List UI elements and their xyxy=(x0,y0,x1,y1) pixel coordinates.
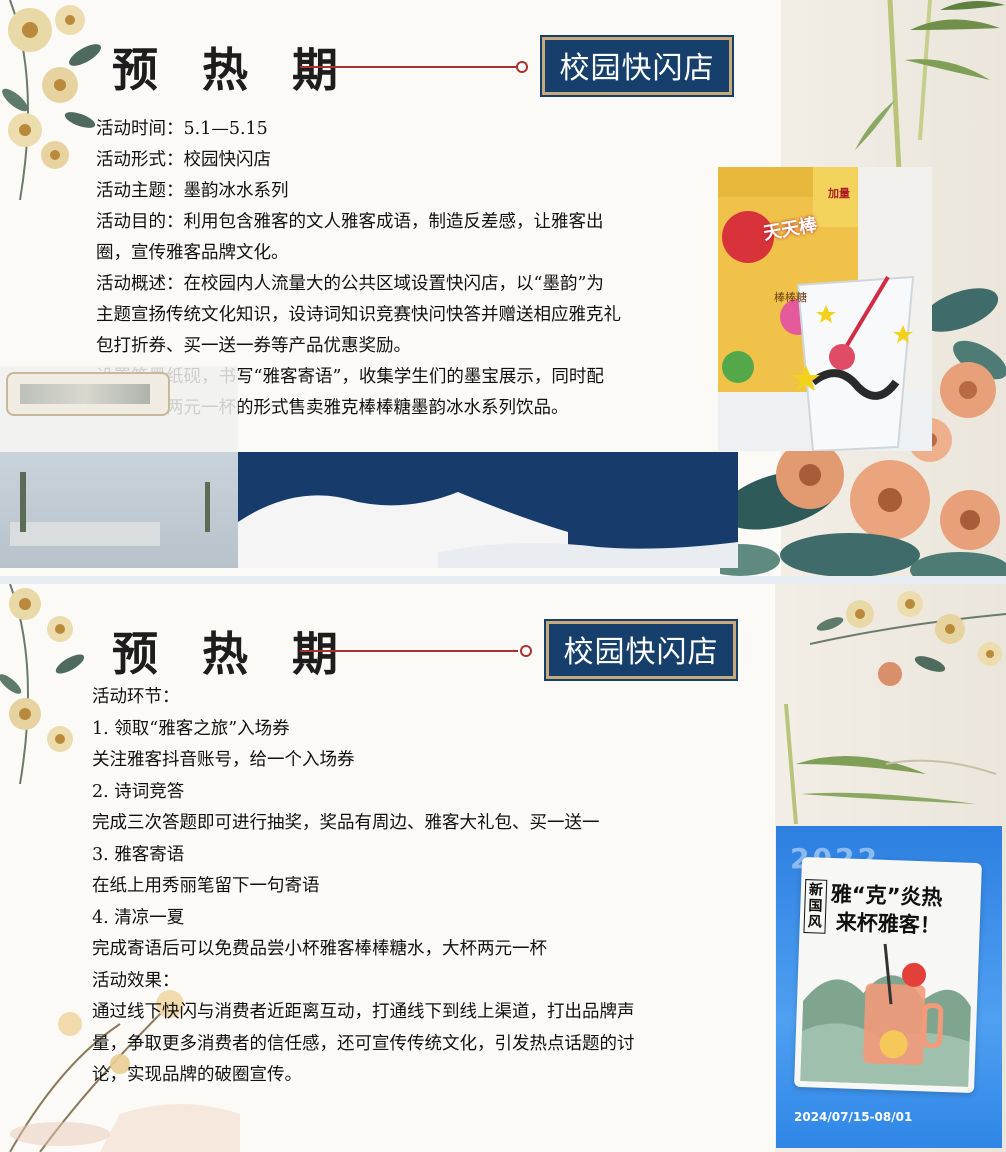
text-line: 论，实现品牌的破圈宣传。 xyxy=(92,1065,302,1085)
landscape-banner xyxy=(0,452,1006,568)
flower-illustration-top-right xyxy=(809,591,1006,686)
text-line: 活动环节： xyxy=(92,687,180,707)
slide-2: 预 热 期 校园快闪店 活动环节： 1. 领取“雅客之旅”入场券 关注雅客抖音账… xyxy=(0,584,1006,1152)
poster-badge: 新国风 xyxy=(803,879,828,934)
text-line: 完成三次答题即可进行抽奖，奖品有周边、雅客大礼包、买一送一 xyxy=(92,813,600,833)
flower-illustration-bottom-left xyxy=(9,990,240,1152)
candy-jar-and-drink-image xyxy=(718,167,932,451)
tea-room-photo xyxy=(0,452,238,568)
slide-separator xyxy=(0,576,1006,584)
flower-illustration-top-left xyxy=(2,0,101,200)
text-line: 活动效果： xyxy=(92,970,180,991)
jar-tag-label: 加量 xyxy=(828,187,850,200)
product-photo: 天天棒 加量 棒棒糖 xyxy=(718,167,932,451)
section-tag: 校园快闪店 xyxy=(544,619,738,681)
title-divider xyxy=(300,66,518,68)
text-line: 量，争取更多消费者的信任感，还可宣传传统文化，引发热点话题的讨 xyxy=(92,1033,635,1054)
scroll-painting xyxy=(0,366,238,452)
text-line: 1. 领取“雅客之旅”入场券 xyxy=(92,718,290,739)
text-line: 活动主题：墨韵冰水系列 xyxy=(96,181,289,201)
activity-details: 活动环节： 1. 领取“雅客之旅”入场券 关注雅客抖音账号，给一个入场券 2. … xyxy=(92,682,742,1092)
bamboo-illustration xyxy=(784,704,997,824)
text-line: 活动目的：利用包含雅客的文人雅客成语，制造反差感，让雅客出 xyxy=(96,212,604,232)
text-line: 主题宣扬传统文化知识，设诗词知识竞赛快问快答并赠送相应雅克礼 xyxy=(96,305,621,325)
section-title: 预 热 期 xyxy=(112,43,353,97)
slide-1: 预 热 期 校园快闪店 活动时间：5.1—5.15 活动形式：校园快闪店 活动主… xyxy=(0,0,1006,576)
flower-illustration-top-left xyxy=(0,584,85,784)
jar-label: 棒棒糖 xyxy=(774,291,807,304)
mountain-illustration xyxy=(238,452,738,568)
text-line: 关注雅客抖音账号，给一个入场券 xyxy=(92,750,355,770)
title-divider-dot xyxy=(520,645,532,657)
bamboo-illustration xyxy=(855,0,1005,190)
section-tag: 校园快闪店 xyxy=(540,35,734,97)
poster-drink-illustration xyxy=(800,943,971,1087)
title-divider-dot xyxy=(516,61,528,73)
text-line: 完成寄语后可以免费品尝小杯雅客棒棒糖水，大杯两元一杯 xyxy=(92,939,547,959)
title-divider xyxy=(300,650,518,652)
text-line: 圈，宣传雅客品牌文化。 xyxy=(96,243,289,263)
text-line: 4. 清凉一夏 xyxy=(92,907,185,928)
text-line: 通过线下快闪与消费者近距离互动，打通线下到线上渠道，打出品牌声 xyxy=(92,1002,635,1022)
poster-headline-2: 来杯雅客！ xyxy=(835,910,942,938)
section-title: 预 热 期 xyxy=(112,627,353,681)
poster-card: 新国风 雅“克”炎热 来杯雅客！ xyxy=(794,856,982,1094)
text-line: 包打折券、买一送一券等产品优惠奖励。 xyxy=(96,336,411,356)
text-line: 活动形式：校园快闪店 xyxy=(96,150,271,170)
text-line: 活动时间：5.1—5.15 xyxy=(96,119,268,139)
text-line: 3. 雅客寄语 xyxy=(92,844,185,865)
text-line: 在纸上用秀丽笔留下一句寄语 xyxy=(92,876,320,896)
text-line: 2. 诗词竞答 xyxy=(92,781,185,802)
text-line: 活动概述：在校园内人流量大的公共区域设置快闪店，以“墨韵”为 xyxy=(96,274,604,294)
poster-date: 2024/07/15-08/01 xyxy=(794,1110,913,1124)
promo-poster: 2022 新国风 雅“克”炎热 来杯雅客！ 2024/07/15-08/01 xyxy=(776,826,1002,1148)
